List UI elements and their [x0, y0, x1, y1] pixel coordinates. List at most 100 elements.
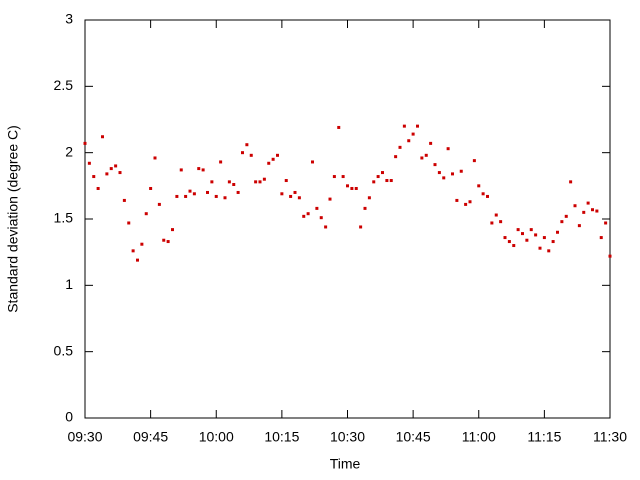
point: [494, 213, 498, 217]
point: [293, 190, 297, 194]
point: [171, 228, 174, 232]
point: [582, 210, 586, 214]
point: [101, 135, 104, 139]
point: [175, 194, 179, 198]
point: [569, 180, 573, 184]
point: [525, 238, 529, 242]
point: [385, 179, 389, 183]
point: [512, 244, 516, 248]
point: [201, 168, 205, 172]
y-axis-label: Standard deviation (degree C): [5, 125, 21, 313]
x-tick-label: 10:45: [396, 429, 431, 445]
point: [367, 196, 371, 200]
point: [122, 198, 126, 202]
point: [166, 240, 170, 244]
y-tick-label: 1.5: [54, 210, 74, 226]
point: [455, 198, 459, 202]
point: [109, 167, 113, 171]
point: [446, 147, 450, 151]
point: [586, 201, 590, 205]
point: [289, 194, 293, 198]
point: [83, 141, 87, 145]
point: [437, 171, 441, 175]
point: [499, 220, 503, 224]
point: [337, 125, 341, 129]
point: [136, 258, 139, 262]
point: [87, 161, 91, 165]
point: [516, 228, 520, 232]
point: [363, 206, 367, 210]
point: [420, 156, 424, 160]
point: [311, 160, 314, 164]
point: [284, 179, 288, 183]
point: [179, 168, 183, 172]
point: [149, 186, 153, 190]
point: [184, 194, 188, 198]
point: [389, 179, 393, 183]
point: [249, 153, 253, 157]
point: [451, 172, 454, 176]
point: [573, 204, 577, 208]
point: [262, 177, 266, 181]
point: [442, 176, 446, 180]
point: [591, 208, 594, 212]
point: [416, 124, 419, 128]
point: [472, 159, 476, 163]
point: [564, 214, 568, 218]
point: [153, 156, 157, 160]
x-tick-label: 10:00: [199, 429, 234, 445]
point: [157, 202, 161, 206]
point: [162, 238, 166, 242]
point: [608, 254, 612, 258]
y-tick-label: 3: [65, 11, 73, 27]
point: [577, 224, 581, 228]
point: [547, 249, 551, 253]
point: [486, 194, 489, 198]
point: [407, 139, 411, 143]
point: [376, 175, 380, 179]
point: [503, 236, 507, 240]
point: [188, 189, 192, 193]
point: [324, 225, 328, 229]
point: [433, 163, 437, 167]
point: [319, 216, 323, 220]
point: [468, 200, 472, 204]
point: [424, 153, 428, 157]
point: [127, 221, 131, 225]
point: [350, 186, 354, 190]
point: [459, 169, 463, 173]
y-tick-label: 2.5: [54, 77, 74, 93]
point: [236, 190, 240, 194]
point: [507, 240, 511, 244]
point: [354, 186, 358, 190]
point: [521, 232, 524, 236]
point: [599, 236, 603, 240]
point: [219, 160, 223, 164]
point: [529, 228, 533, 232]
point: [271, 157, 275, 161]
point: [210, 180, 214, 184]
point: [245, 143, 249, 147]
point: [214, 194, 218, 198]
point: [192, 192, 196, 196]
point: [114, 164, 118, 168]
point: [551, 240, 555, 244]
point: [429, 141, 433, 145]
x-tick-label: 11:15: [527, 429, 561, 445]
point: [197, 167, 201, 171]
x-tick-label: 11:00: [462, 429, 496, 445]
plot-border: [84, 19, 611, 419]
point: [332, 175, 336, 179]
point: [280, 192, 284, 196]
point: [254, 180, 258, 184]
point: [276, 153, 279, 157]
point: [556, 230, 559, 234]
point: [381, 171, 384, 175]
x-axis-label: Time: [330, 456, 361, 472]
point: [227, 180, 231, 184]
point: [372, 180, 376, 184]
point: [394, 155, 398, 159]
point: [241, 151, 244, 155]
point: [346, 184, 349, 188]
